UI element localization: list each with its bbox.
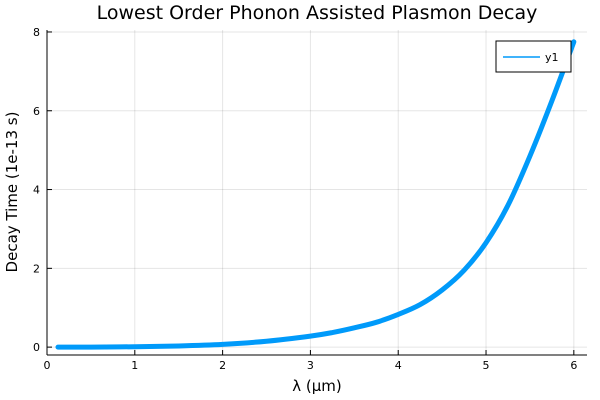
ticks: 0 1 2 3 4 5 6 0 2 4 6 8 xyxy=(33,26,577,372)
y-axis-label: Decay Time (1e-13 s) xyxy=(3,112,21,273)
x-tick-label: 6 xyxy=(570,359,577,372)
x-tick-label: 4 xyxy=(395,359,402,372)
x-axis-label: λ (μm) xyxy=(292,377,342,395)
y-tick-label: 8 xyxy=(33,26,40,39)
x-tick-label: 5 xyxy=(483,359,490,372)
series-layer xyxy=(55,39,577,350)
y-tick-label: 4 xyxy=(33,184,40,197)
axes-frame xyxy=(46,30,587,356)
series-line-y1 xyxy=(55,39,577,350)
legend: y1 xyxy=(495,40,572,73)
y-tick-label: 2 xyxy=(33,262,40,275)
x-tick-label: 0 xyxy=(44,359,51,372)
chart-title: Lowest Order Phonon Assisted Plasmon Dec… xyxy=(97,2,538,24)
y-tick-label: 6 xyxy=(33,105,40,118)
y-tick-label: 0 xyxy=(33,341,40,354)
x-tick-label: 3 xyxy=(307,359,314,372)
x-tick-label: 2 xyxy=(219,359,226,372)
legend-label-y1: y1 xyxy=(545,51,559,64)
x-tick-label: 1 xyxy=(131,359,138,372)
